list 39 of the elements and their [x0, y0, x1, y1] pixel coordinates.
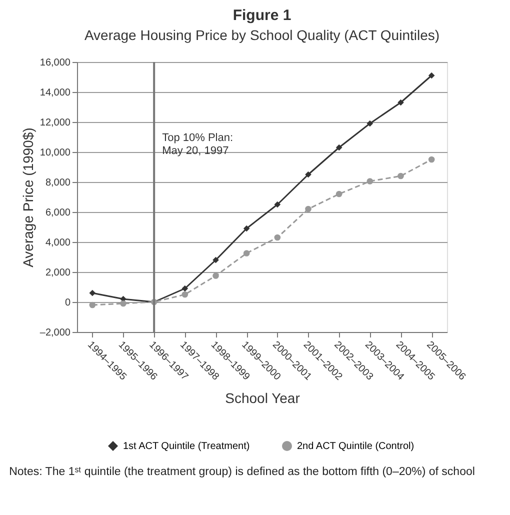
point	[89, 290, 96, 296]
point	[398, 172, 404, 180]
point	[274, 201, 281, 208]
point	[182, 285, 188, 292]
point	[428, 156, 435, 163]
point	[336, 190, 342, 198]
point	[212, 272, 219, 279]
point	[243, 250, 250, 256]
point	[366, 178, 374, 184]
point	[212, 256, 219, 264]
point	[182, 291, 188, 298]
y-tick-label: 6,000	[45, 208, 71, 218]
y-tick-label: 4,000	[45, 238, 71, 248]
chart-title: Figure 1	[232, 7, 292, 24]
point	[305, 206, 312, 212]
text: Notes: The 1ˢᵗ quintile (the treatment group) is defined as the bottom fifth (0–20%) of school	[9, 466, 475, 478]
legend-label: 2nd ACT Quintile (Control)	[297, 441, 414, 452]
y-tick-label: 8,000	[45, 178, 71, 188]
y-tick-label: 14,000	[40, 88, 71, 98]
legend-label: 1st ACT Quintile (Treatment)	[123, 441, 250, 452]
point	[120, 300, 126, 307]
chart-subtitle: Average Housing Price by School Quality (ACT Quintiles)	[84, 27, 440, 43]
point	[398, 99, 404, 106]
y-tick-label: –2,000	[40, 328, 71, 338]
point	[274, 234, 281, 241]
point	[428, 72, 435, 79]
y-tick-label: 2,000	[45, 268, 71, 278]
y-tick-label: 12,000	[40, 118, 71, 128]
point	[305, 171, 312, 178]
point	[336, 144, 342, 151]
point	[89, 302, 96, 308]
y-tick-label: 0	[64, 298, 71, 308]
y-tick-label: 10,000	[40, 148, 71, 158]
y-axis-title: Average Price (1990$)	[20, 128, 36, 268]
point	[366, 120, 374, 127]
x-axis-title: School Year	[225, 390, 300, 406]
point	[243, 225, 250, 232]
ref-line-label: Top 10% Plan: May 20, 1997	[162, 132, 234, 157]
y-tick-label: 16,000	[40, 58, 71, 68]
